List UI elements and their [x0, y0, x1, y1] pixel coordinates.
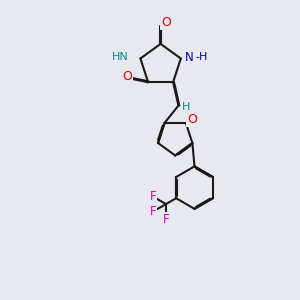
Text: -H: -H: [196, 52, 208, 62]
Text: O: O: [187, 113, 197, 126]
Text: F: F: [149, 205, 156, 218]
Text: F: F: [163, 213, 169, 226]
Text: O: O: [161, 16, 171, 29]
Text: O: O: [123, 70, 133, 83]
Text: H: H: [182, 102, 190, 112]
Text: F: F: [149, 190, 156, 203]
Text: N: N: [184, 51, 194, 64]
Text: HN: HN: [112, 52, 129, 62]
